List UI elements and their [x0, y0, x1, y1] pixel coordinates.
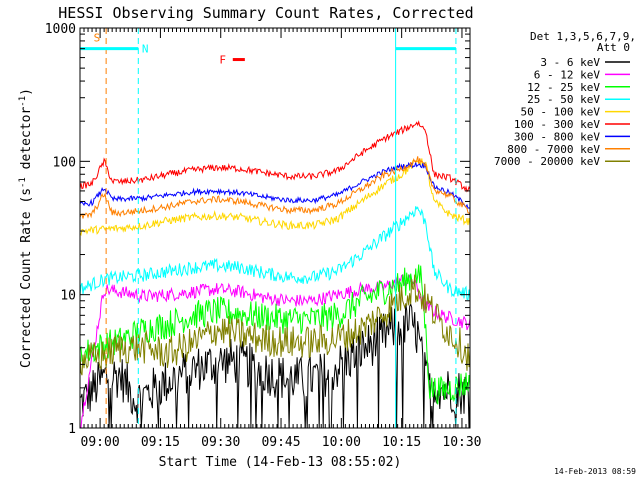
- flag-label-s: S: [94, 31, 101, 44]
- legend-entry-label: 7000 - 20000 keV: [494, 155, 600, 168]
- legend-entry-label: 6 - 12 keV: [534, 68, 601, 81]
- legend-header-line-1: Det 1,3,5,6,7,9,: [530, 30, 636, 43]
- flag-label-f: F: [219, 54, 226, 67]
- y-tick-label: 10: [60, 289, 76, 304]
- legend-entry: 7000 - 20000 keV: [494, 155, 630, 168]
- y-axis-label-mid: detector: [19, 107, 34, 178]
- chart-title: HESSI Observing Summary Count Rates, Cor…: [58, 4, 473, 22]
- y-tick-label: 1: [68, 422, 76, 437]
- y-axis-label-end: ): [19, 88, 34, 96]
- x-axis-label: Start Time (14-Feb-13 08:55:02): [159, 455, 402, 470]
- series-line-5: [80, 120, 470, 193]
- legend-entry-label: 300 - 800 keV: [514, 130, 600, 143]
- legend-entry: 100 - 300 keV: [514, 118, 630, 131]
- y-axis-label-sup2: -1: [18, 96, 28, 107]
- legend-entry-label: 3 - 6 keV: [540, 56, 600, 69]
- legend-entry: 800 - 7000 keV: [507, 143, 630, 156]
- x-tick-label: 10:15: [382, 435, 421, 450]
- y-axis-label: Corrected Count Rate (s-1 detector-1): [18, 88, 34, 368]
- legend-entry: 3 - 6 keV: [540, 56, 630, 69]
- legend-entry: 12 - 25 keV: [527, 81, 630, 94]
- plot-frame: [79, 27, 471, 429]
- legend-entry-label: 12 - 25 keV: [527, 81, 600, 94]
- series-line-2: [80, 264, 470, 405]
- x-tick-label: 09:45: [261, 435, 300, 450]
- legend-entry-label: 50 - 100 keV: [521, 106, 601, 119]
- generation-timestamp: 14-Feb-2013 08:59: [554, 467, 636, 476]
- legend-entry-label: 100 - 300 keV: [514, 118, 600, 131]
- series-line-0: [80, 302, 470, 428]
- x-tick-label: 10:00: [322, 435, 361, 450]
- x-tick-label: 09:30: [201, 435, 240, 450]
- axes-layer: 1 10 100 1000 09:00 09:15 09:30 09:45 10:00 10:15…: [45, 22, 482, 450]
- series-line-3: [80, 206, 470, 301]
- y-axis-label-main: Corrected Count Rate (s: [19, 188, 34, 368]
- legend-entry: 300 - 800 keV: [514, 130, 630, 143]
- legend-entry: 25 - 50 keV: [527, 93, 630, 106]
- y-tick-label: 1000: [45, 22, 76, 37]
- x-tick-label: 09:00: [81, 435, 120, 450]
- legend-entry: 50 - 100 keV: [521, 106, 630, 119]
- series-line-4: [80, 158, 470, 237]
- legend-header-line-2: Att 0: [597, 41, 630, 54]
- legend-entry: 6 - 12 keV: [534, 68, 630, 81]
- series-line-7: [80, 156, 470, 219]
- y-tick-label: 100: [53, 155, 76, 170]
- flag-label-n: N: [142, 43, 149, 56]
- y-axis-label-sup1: -1: [18, 177, 28, 188]
- legend-entry-label: 800 - 7000 keV: [507, 143, 600, 156]
- legend-entry-label: 25 - 50 keV: [527, 93, 600, 106]
- data-layer: [80, 120, 470, 428]
- series-line-8: [80, 274, 470, 376]
- x-tick-label: 09:15: [141, 435, 180, 450]
- x-tick-label: 10:30: [442, 435, 481, 450]
